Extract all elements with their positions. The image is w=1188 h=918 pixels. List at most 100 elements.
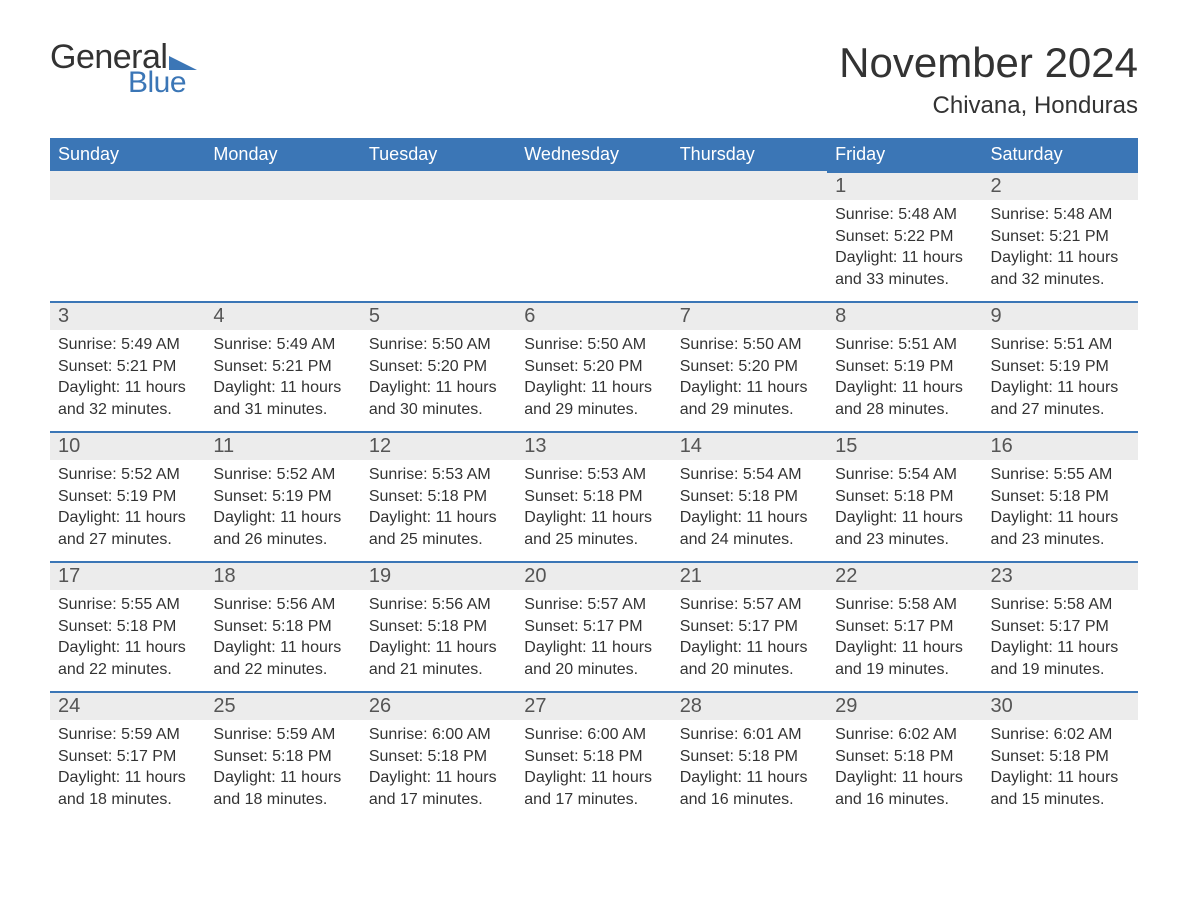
- calendar-day-cell: 15Sunrise: 5:54 AMSunset: 5:18 PMDayligh…: [827, 431, 982, 561]
- daylight-line: Daylight: 11 hours and 15 minutes.: [991, 767, 1130, 810]
- calendar-day-cell: 8Sunrise: 5:51 AMSunset: 5:19 PMDaylight…: [827, 301, 982, 431]
- sunset-line: Sunset: 5:18 PM: [213, 616, 352, 638]
- sunrise-line: Sunrise: 6:01 AM: [680, 724, 819, 746]
- sunset-line: Sunset: 5:22 PM: [835, 226, 974, 248]
- day-details: Sunrise: 5:59 AMSunset: 5:17 PMDaylight:…: [50, 720, 205, 818]
- daylight-line: Daylight: 11 hours and 17 minutes.: [369, 767, 508, 810]
- sunrise-line: Sunrise: 5:48 AM: [991, 204, 1130, 226]
- sunset-line: Sunset: 5:20 PM: [680, 356, 819, 378]
- sunrise-line: Sunrise: 5:51 AM: [991, 334, 1130, 356]
- daylight-line: Daylight: 11 hours and 23 minutes.: [835, 507, 974, 550]
- sunset-line: Sunset: 5:17 PM: [991, 616, 1130, 638]
- calendar-day-cell: 14Sunrise: 5:54 AMSunset: 5:18 PMDayligh…: [672, 431, 827, 561]
- sunrise-line: Sunrise: 5:58 AM: [835, 594, 974, 616]
- calendar-table: SundayMondayTuesdayWednesdayThursdayFrid…: [50, 138, 1138, 821]
- empty-day-number: [516, 171, 671, 200]
- daylight-line: Daylight: 11 hours and 23 minutes.: [991, 507, 1130, 550]
- daylight-line: Daylight: 11 hours and 16 minutes.: [835, 767, 974, 810]
- day-number: 26: [361, 691, 516, 720]
- calendar-day-cell: 4Sunrise: 5:49 AMSunset: 5:21 PMDaylight…: [205, 301, 360, 431]
- day-details: Sunrise: 5:57 AMSunset: 5:17 PMDaylight:…: [516, 590, 671, 688]
- sunrise-line: Sunrise: 5:52 AM: [213, 464, 352, 486]
- sunrise-line: Sunrise: 5:58 AM: [991, 594, 1130, 616]
- weekday-header: Thursday: [672, 138, 827, 171]
- calendar-day-cell: 12Sunrise: 5:53 AMSunset: 5:18 PMDayligh…: [361, 431, 516, 561]
- calendar-day-cell: 19Sunrise: 5:56 AMSunset: 5:18 PMDayligh…: [361, 561, 516, 691]
- day-details: Sunrise: 6:00 AMSunset: 5:18 PMDaylight:…: [361, 720, 516, 818]
- sunrise-line: Sunrise: 6:02 AM: [835, 724, 974, 746]
- sunset-line: Sunset: 5:18 PM: [369, 486, 508, 508]
- daylight-line: Daylight: 11 hours and 32 minutes.: [58, 377, 197, 420]
- day-details: Sunrise: 5:48 AMSunset: 5:22 PMDaylight:…: [827, 200, 982, 298]
- day-number: 8: [827, 301, 982, 330]
- sunset-line: Sunset: 5:19 PM: [213, 486, 352, 508]
- sunrise-line: Sunrise: 5:55 AM: [991, 464, 1130, 486]
- sunset-line: Sunset: 5:19 PM: [58, 486, 197, 508]
- sunset-line: Sunset: 5:18 PM: [991, 746, 1130, 768]
- daylight-line: Daylight: 11 hours and 16 minutes.: [680, 767, 819, 810]
- daylight-line: Daylight: 11 hours and 32 minutes.: [991, 247, 1130, 290]
- sunrise-line: Sunrise: 5:50 AM: [680, 334, 819, 356]
- day-details: Sunrise: 5:56 AMSunset: 5:18 PMDaylight:…: [361, 590, 516, 688]
- daylight-line: Daylight: 11 hours and 22 minutes.: [58, 637, 197, 680]
- sunrise-line: Sunrise: 5:56 AM: [213, 594, 352, 616]
- sunrise-line: Sunrise: 5:57 AM: [680, 594, 819, 616]
- daylight-line: Daylight: 11 hours and 33 minutes.: [835, 247, 974, 290]
- calendar-week-row: 10Sunrise: 5:52 AMSunset: 5:19 PMDayligh…: [50, 431, 1138, 561]
- empty-day-number: [361, 171, 516, 200]
- sunset-line: Sunset: 5:20 PM: [369, 356, 508, 378]
- sunrise-line: Sunrise: 5:55 AM: [58, 594, 197, 616]
- day-number: 24: [50, 691, 205, 720]
- day-number: 9: [983, 301, 1138, 330]
- sunset-line: Sunset: 5:21 PM: [58, 356, 197, 378]
- calendar-day-cell: 21Sunrise: 5:57 AMSunset: 5:17 PMDayligh…: [672, 561, 827, 691]
- calendar-day-cell: 7Sunrise: 5:50 AMSunset: 5:20 PMDaylight…: [672, 301, 827, 431]
- sunrise-line: Sunrise: 5:53 AM: [369, 464, 508, 486]
- sunset-line: Sunset: 5:18 PM: [835, 486, 974, 508]
- calendar-week-row: 1Sunrise: 5:48 AMSunset: 5:22 PMDaylight…: [50, 171, 1138, 301]
- weekday-header: Sunday: [50, 138, 205, 171]
- calendar-day-cell: 5Sunrise: 5:50 AMSunset: 5:20 PMDaylight…: [361, 301, 516, 431]
- day-details: Sunrise: 5:55 AMSunset: 5:18 PMDaylight:…: [50, 590, 205, 688]
- daylight-line: Daylight: 11 hours and 18 minutes.: [213, 767, 352, 810]
- calendar-day-cell: 11Sunrise: 5:52 AMSunset: 5:19 PMDayligh…: [205, 431, 360, 561]
- daylight-line: Daylight: 11 hours and 22 minutes.: [213, 637, 352, 680]
- weekday-header: Wednesday: [516, 138, 671, 171]
- daylight-line: Daylight: 11 hours and 18 minutes.: [58, 767, 197, 810]
- calendar-empty-cell: [361, 171, 516, 301]
- weekday-header: Tuesday: [361, 138, 516, 171]
- calendar-day-cell: 23Sunrise: 5:58 AMSunset: 5:17 PMDayligh…: [983, 561, 1138, 691]
- sunrise-line: Sunrise: 5:53 AM: [524, 464, 663, 486]
- calendar-day-cell: 6Sunrise: 5:50 AMSunset: 5:20 PMDaylight…: [516, 301, 671, 431]
- day-number: 16: [983, 431, 1138, 460]
- calendar-day-cell: 18Sunrise: 5:56 AMSunset: 5:18 PMDayligh…: [205, 561, 360, 691]
- calendar-day-cell: 26Sunrise: 6:00 AMSunset: 5:18 PMDayligh…: [361, 691, 516, 821]
- calendar-empty-cell: [672, 171, 827, 301]
- calendar-day-cell: 30Sunrise: 6:02 AMSunset: 5:18 PMDayligh…: [983, 691, 1138, 821]
- day-details: Sunrise: 5:56 AMSunset: 5:18 PMDaylight:…: [205, 590, 360, 688]
- day-number: 14: [672, 431, 827, 460]
- sunrise-line: Sunrise: 5:59 AM: [58, 724, 197, 746]
- calendar-empty-cell: [50, 171, 205, 301]
- header: General Blue November 2024 Chivana, Hond…: [50, 40, 1138, 120]
- sunset-line: Sunset: 5:21 PM: [213, 356, 352, 378]
- day-details: Sunrise: 5:52 AMSunset: 5:19 PMDaylight:…: [50, 460, 205, 558]
- empty-day-number: [50, 171, 205, 200]
- day-number: 5: [361, 301, 516, 330]
- day-number: 15: [827, 431, 982, 460]
- daylight-line: Daylight: 11 hours and 20 minutes.: [524, 637, 663, 680]
- day-details: Sunrise: 5:55 AMSunset: 5:18 PMDaylight:…: [983, 460, 1138, 558]
- day-number: 11: [205, 431, 360, 460]
- calendar-day-cell: 22Sunrise: 5:58 AMSunset: 5:17 PMDayligh…: [827, 561, 982, 691]
- month-title: November 2024: [839, 40, 1138, 86]
- calendar-day-cell: 2Sunrise: 5:48 AMSunset: 5:21 PMDaylight…: [983, 171, 1138, 301]
- day-number: 6: [516, 301, 671, 330]
- brand-word-blue: Blue: [128, 68, 197, 98]
- day-details: Sunrise: 6:00 AMSunset: 5:18 PMDaylight:…: [516, 720, 671, 818]
- weekday-header: Monday: [205, 138, 360, 171]
- weekday-header: Friday: [827, 138, 982, 171]
- daylight-line: Daylight: 11 hours and 27 minutes.: [991, 377, 1130, 420]
- sunset-line: Sunset: 5:18 PM: [524, 746, 663, 768]
- daylight-line: Daylight: 11 hours and 25 minutes.: [524, 507, 663, 550]
- day-number: 10: [50, 431, 205, 460]
